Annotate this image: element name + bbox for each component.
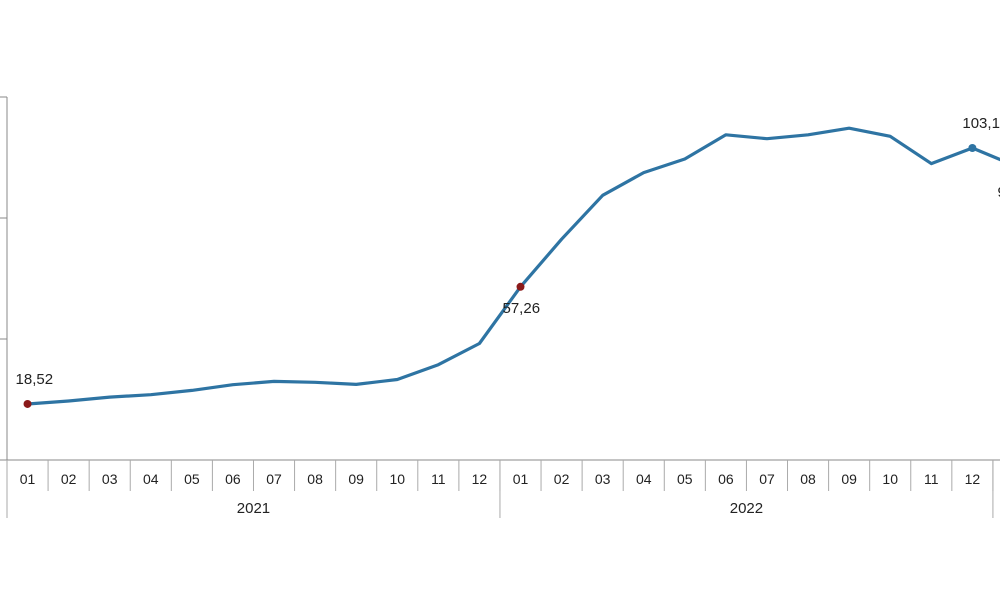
data-label: 57,26 xyxy=(503,300,541,317)
month-tick-label: 01 xyxy=(513,471,529,487)
data-label: 103,14 xyxy=(962,115,1000,132)
series-markers xyxy=(23,144,977,408)
data-label: 18,52 xyxy=(16,371,54,388)
month-tick-label: 01 xyxy=(20,471,36,487)
data-point-marker xyxy=(968,144,977,153)
month-tick-label: 02 xyxy=(61,471,77,487)
month-tick-label: 03 xyxy=(102,471,118,487)
month-tick-label: 03 xyxy=(595,471,611,487)
month-tick-label: 08 xyxy=(800,471,816,487)
data-point-marker xyxy=(516,282,525,291)
month-tick-label: 07 xyxy=(759,471,775,487)
month-tick-label: 10 xyxy=(389,471,405,487)
month-tick-label: 07 xyxy=(266,471,282,487)
month-tick-label: 12 xyxy=(965,471,981,487)
data-point-marker xyxy=(23,399,32,408)
series-line xyxy=(25,126,1000,406)
month-tick-label: 11 xyxy=(924,471,939,487)
y-axis-ticks xyxy=(0,96,7,461)
month-tick-label: 05 xyxy=(184,471,200,487)
month-tick-label: 02 xyxy=(554,471,570,487)
year-label: 2022 xyxy=(730,500,763,517)
month-tick-label: 06 xyxy=(718,471,734,487)
month-tick-label: 04 xyxy=(143,471,159,487)
month-tick-label: 10 xyxy=(882,471,898,487)
month-tick-label: 08 xyxy=(307,471,323,487)
month-axis: 01 02 03 04 05 06 07 08 09 10 11 12 01 02 03 04 05 06 07 08… xyxy=(6,460,994,491)
month-tick-label: 09 xyxy=(348,471,364,487)
year-label: 2021 xyxy=(237,500,270,517)
month-tick-label: 12 xyxy=(472,471,488,487)
month-tick-label: 09 xyxy=(841,471,857,487)
month-tick-label: 05 xyxy=(677,471,693,487)
data-labels: 18,52 57,26 103,14 9 xyxy=(16,115,1000,388)
year-axis: 202120222 xyxy=(6,460,994,518)
data-label: 9 xyxy=(997,184,1000,201)
month-tick-label: 06 xyxy=(225,471,241,487)
month-tick-label: 04 xyxy=(636,471,652,487)
month-tick-label: 11 xyxy=(431,471,446,487)
